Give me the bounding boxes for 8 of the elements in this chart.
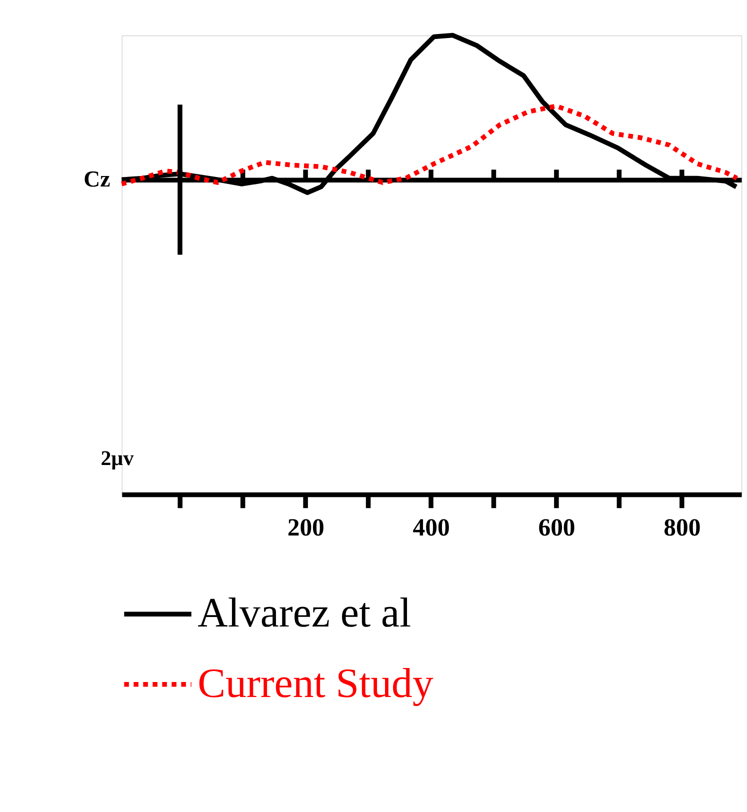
x-tick-label: 600 bbox=[538, 514, 576, 542]
text: 2µv bbox=[100, 446, 134, 470]
x-tick-label: 200 bbox=[287, 514, 324, 542]
legend-label: Current Study bbox=[198, 660, 434, 707]
x-tick-label: 800 bbox=[664, 514, 701, 542]
legend-label: Alvarez et al bbox=[198, 590, 412, 636]
x-tick-label: 400 bbox=[412, 514, 450, 542]
y-axis-title: Cz bbox=[84, 166, 110, 192]
